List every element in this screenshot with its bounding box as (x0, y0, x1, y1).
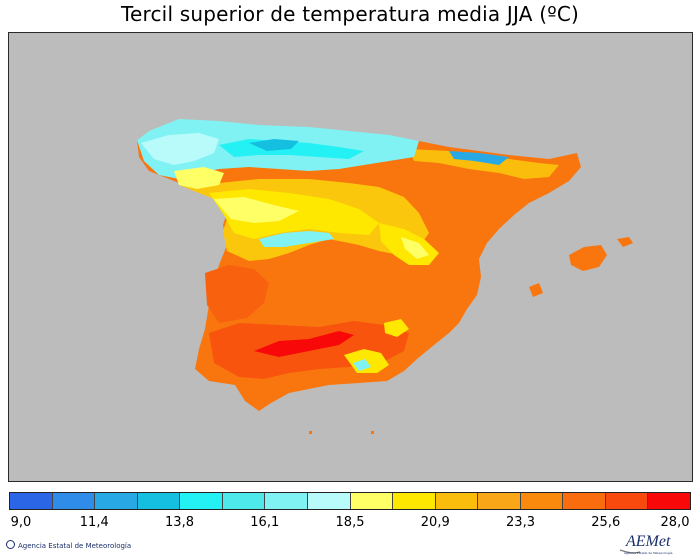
ceuta (309, 431, 312, 434)
legend-swatch-10 (435, 493, 479, 509)
legend-tick-label: 18,5 (335, 515, 365, 530)
legend-tick-label: 20,9 (420, 515, 450, 530)
pyrenees-cool (449, 151, 509, 165)
map-title: Tercil superior de temperatura media JJA… (120, 2, 579, 26)
legend-tick-label: 28,0 (660, 515, 690, 530)
legend-tick-label: 9,0 (10, 515, 32, 530)
legend-swatch-13 (563, 493, 606, 509)
legend-tick-label: 11,4 (79, 515, 109, 530)
pyrenees-zone (409, 149, 559, 179)
central-system-cool (259, 231, 334, 247)
legend-swatch-7 (307, 493, 351, 509)
legend-swatch-0 (10, 493, 53, 509)
menorca (617, 237, 633, 247)
map-panel (8, 32, 693, 482)
temperature-map (137, 119, 633, 434)
picos-cold-spot (249, 139, 299, 151)
northwest-interior (174, 167, 224, 189)
legend-tick-label: 16,1 (250, 515, 280, 530)
western-hot-zone (205, 265, 269, 323)
aemet-logo-text: AEMet (625, 533, 671, 550)
legend-swatch-1 (52, 493, 96, 509)
aemet-logo: AEMet Agencia Estatal de Meteorología (619, 533, 673, 555)
galicia-cool (141, 133, 219, 165)
iberian-system-light (401, 237, 429, 259)
legend-swatch-3 (137, 493, 181, 509)
guadalquivir-hot-spot (254, 331, 354, 357)
plateau-light-yellow (214, 197, 299, 223)
legend-swatch-12 (520, 493, 564, 509)
agency-seal-icon (6, 540, 15, 549)
legend-tick-label: 25,6 (591, 515, 621, 530)
legend-swatch-6 (265, 493, 308, 509)
legend-swatch-9 (393, 493, 436, 509)
melilla (371, 431, 374, 434)
mallorca (569, 245, 607, 271)
sierra-nevada-peak (353, 359, 371, 371)
legend-swatch-8 (350, 493, 394, 509)
agency-credit: Agencia Estatal de Meteorología (6, 540, 131, 550)
legend-tick-label: 13,8 (165, 515, 194, 530)
legend-swatch-11 (478, 493, 521, 509)
betic-yellow (384, 319, 409, 337)
aemet-logo-subtext: Agencia Estatal de Meteorología (624, 551, 673, 555)
legend-swatch-4 (180, 493, 223, 509)
ibiza (529, 283, 543, 297)
legend-swatch-15 (648, 493, 690, 509)
legend-tick-label: 23,3 (506, 515, 535, 530)
legend-swatch-5 (222, 493, 266, 509)
agency-name: Agencia Estatal de Meteorología (18, 542, 132, 550)
legend-swatch-2 (95, 493, 138, 509)
legend-swatch-14 (605, 493, 649, 509)
color-legend (9, 492, 691, 510)
